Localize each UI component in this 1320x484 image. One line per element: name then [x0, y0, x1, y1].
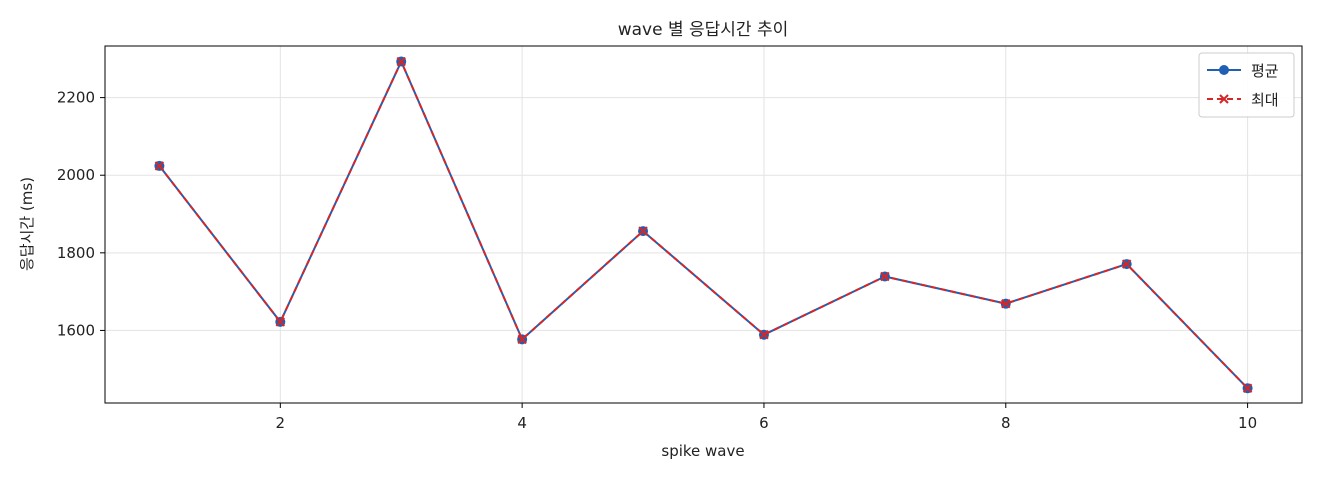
series-2	[154, 56, 1253, 393]
legend-marker	[1219, 94, 1229, 104]
data-point	[638, 226, 648, 236]
marker-stroke	[154, 161, 165, 171]
series-1	[154, 56, 1253, 394]
legend-marker	[1219, 65, 1229, 75]
marker-stroke	[396, 56, 406, 67]
marker-stroke	[759, 329, 769, 340]
legend-box	[1198, 52, 1295, 118]
series-line	[158, 60, 1249, 389]
x-tick-label: 10	[1238, 414, 1257, 432]
x-tick-label: 2	[276, 414, 286, 432]
data-point	[517, 334, 527, 345]
legend-item: 최대	[1207, 91, 1279, 109]
x-tick-label: 6	[759, 414, 769, 432]
marker-stroke	[1242, 383, 1253, 393]
data-point	[880, 271, 890, 282]
chart-title: wave 별 응답시간 추이	[618, 20, 789, 40]
marker-stroke	[517, 334, 527, 345]
data-point	[396, 56, 406, 67]
data-point	[275, 317, 286, 327]
data-point	[1001, 298, 1011, 309]
data-point	[759, 329, 769, 340]
data-point	[1242, 383, 1253, 393]
y-tick-label: 1600	[57, 321, 95, 339]
series-group	[154, 56, 1253, 394]
plot-frame	[104, 45, 1303, 404]
y-tick-label: 1800	[57, 244, 95, 262]
data-point	[154, 161, 165, 171]
y-axis-label: 응답시간 (ms)	[18, 177, 36, 271]
x-tick-label: 4	[517, 414, 527, 432]
legend-item: 평균	[1207, 62, 1279, 80]
series-line	[158, 60, 1249, 389]
data-point	[1121, 259, 1132, 269]
marker-stroke	[1219, 94, 1229, 104]
grid	[105, 46, 1302, 403]
marker-stroke	[880, 271, 890, 282]
marker-stroke	[275, 317, 286, 327]
marker-stroke	[638, 226, 648, 236]
y-tick-label: 2000	[57, 166, 95, 184]
legend-label: 최대	[1251, 91, 1279, 109]
x-axis-label: spike wave	[661, 442, 744, 460]
marker-stroke	[1001, 298, 1011, 309]
x-tick-label: 8	[1001, 414, 1011, 432]
legend-label: 평균	[1251, 62, 1279, 80]
axis-ticks: 2 4 6 8 10 1600 1800 2000 2200	[57, 89, 1257, 432]
marker-stroke	[1121, 259, 1132, 269]
y-tick-label: 2200	[57, 89, 95, 107]
